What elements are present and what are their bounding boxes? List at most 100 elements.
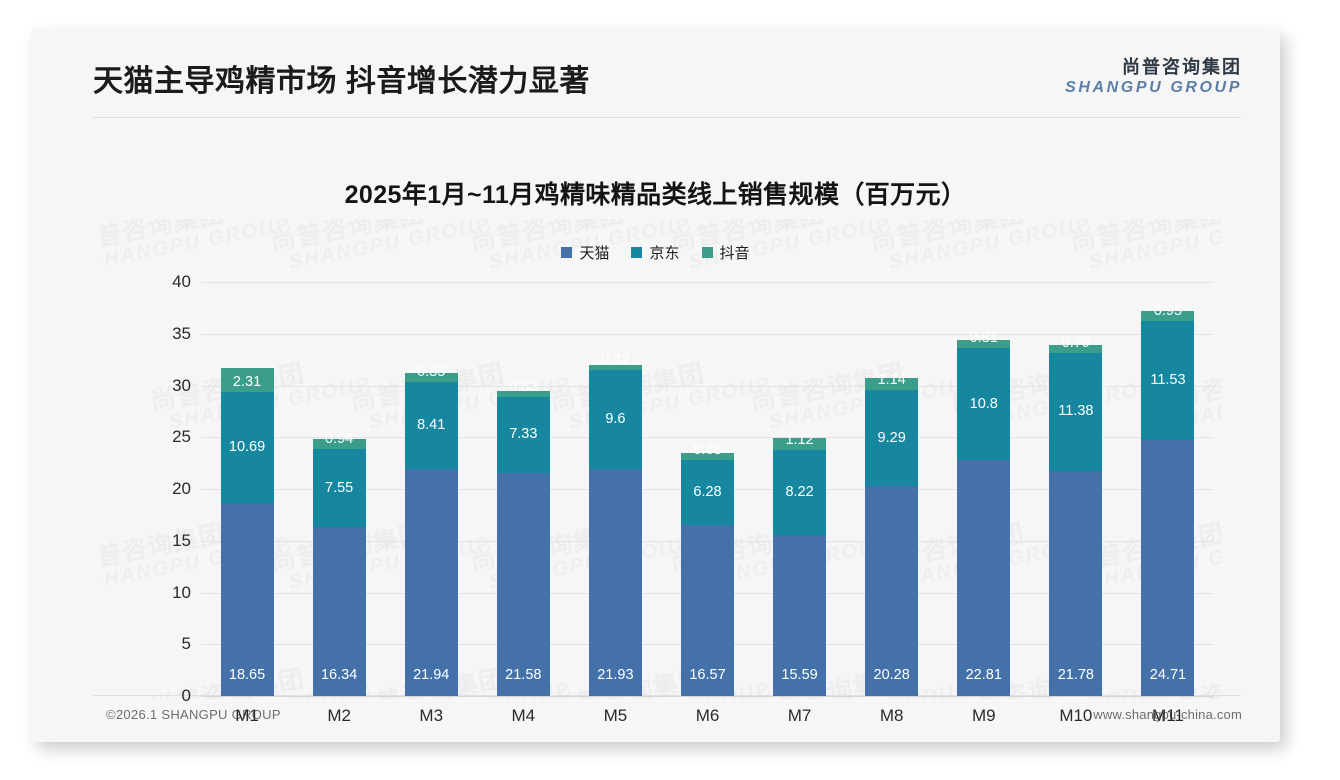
bar-segment[interactable]: 15.59 xyxy=(773,534,827,696)
bar-segment[interactable]: 1.14 xyxy=(865,373,919,390)
bar-value-label: 9.6 xyxy=(605,411,626,428)
bar-segment[interactable]: 10.69 xyxy=(220,392,274,503)
footer-copyright: ©2026.1 SHANGPU GROUP xyxy=(106,707,281,722)
x-axis-tick-label: M10 xyxy=(1059,706,1093,725)
y-axis-tick-label: 35 xyxy=(172,323,191,343)
bar-segment[interactable]: 22.81 xyxy=(957,459,1011,696)
bar-segment[interactable]: 1.12 xyxy=(773,433,827,450)
bar-segment[interactable]: 11.53 xyxy=(1141,320,1195,441)
legend-item-1[interactable]: 天猫 xyxy=(561,242,609,263)
x-axis-tick-label: M7 xyxy=(787,706,812,725)
bar-segment[interactable]: 16.34 xyxy=(312,526,366,696)
bar-segment[interactable]: 21.94 xyxy=(404,468,458,696)
bar-segment[interactable]: 18.65 xyxy=(220,502,274,696)
x-axis-tick-label: M9 xyxy=(971,706,996,725)
legend-swatch-icon xyxy=(631,247,643,258)
gridline xyxy=(201,282,1214,283)
bar-segment[interactable]: 2.31 xyxy=(220,368,274,393)
bar-value-label: 0.68 xyxy=(693,441,722,458)
bar-group[interactable]: 0.47 9.6 21.93 xyxy=(588,353,642,696)
bar-value-label: 11.38 xyxy=(1058,403,1094,420)
bar-segment[interactable]: 6.28 xyxy=(681,459,734,525)
x-axis-tick-label: M8 xyxy=(879,706,904,725)
x-axis-tick-label: M6 xyxy=(695,706,720,725)
y-axis-tick-label: 15 xyxy=(172,530,191,550)
x-axis-tick-label: M1 xyxy=(235,706,259,725)
bar-segment[interactable]: 24.71 xyxy=(1141,440,1195,696)
bar-group[interactable]: 0.68 6.28 16.57 xyxy=(681,443,734,696)
bar-value-label: 2.31 xyxy=(232,374,262,391)
bar-segment[interactable]: 11.38 xyxy=(1049,352,1103,471)
bar-value-label: 11.53 xyxy=(1150,372,1186,389)
gridline xyxy=(201,437,1214,439)
bar-segment[interactable]: 7.33 xyxy=(496,396,550,473)
bar-value-label: 0.79 xyxy=(1061,334,1090,351)
brand-name-en: SHANGPU GROUP xyxy=(1065,79,1242,96)
bar-group[interactable]: 0.79 11.38 21.78 xyxy=(1049,336,1103,696)
bar-segment[interactable]: 16.57 xyxy=(681,524,734,696)
footer-website: www.shangpu-china.com xyxy=(1093,707,1242,722)
bar-group[interactable]: 0.95 11.53 24.71 xyxy=(1141,304,1195,696)
slide-card: 天猫主导鸡精市场 抖音增长潜力显著 尚普咨询集团 SHANGPU GROUP 2… xyxy=(31,29,1280,742)
bar-group[interactable]: 0.81 10.8 22.81 xyxy=(957,331,1011,696)
bar-segment[interactable]: 20.28 xyxy=(865,486,919,696)
bar-value-label: 24.71 xyxy=(1149,666,1187,683)
bar-segment[interactable]: 0.81 xyxy=(957,331,1011,349)
bar-group[interactable]: 1.12 8.22 15.59 xyxy=(773,433,827,696)
bar-value-label: 0.81 xyxy=(969,330,998,347)
page-title: 天猫主导鸡精市场 抖音增长潜力显著 xyxy=(93,65,590,98)
legend-item-2[interactable]: 京东 xyxy=(631,242,680,263)
bar-value-label: 21.94 xyxy=(413,666,450,683)
y-axis-tick-label: 25 xyxy=(172,427,191,447)
x-axis-tick-label: M5 xyxy=(603,706,628,725)
brand-name-cn: 尚普咨询集团 xyxy=(1122,57,1242,77)
bar-group[interactable]: 0.94 7.55 16.34 xyxy=(312,432,366,696)
bar-segment[interactable]: 0.85 xyxy=(404,365,458,382)
bar-value-label: 16.57 xyxy=(689,666,726,683)
bar-group[interactable]: 1.14 9.29 20.28 xyxy=(865,373,919,696)
gridline xyxy=(201,333,1214,335)
bar-segment[interactable]: 8.22 xyxy=(773,449,827,535)
bar-segment[interactable]: 0.53 xyxy=(496,380,550,397)
gridline xyxy=(201,385,1214,387)
bar-value-label: 0.95 xyxy=(1153,302,1183,319)
bar-segment[interactable]: 0.94 xyxy=(312,432,366,449)
legend-label: 抖音 xyxy=(719,245,750,262)
bar-value-label: 10.8 xyxy=(969,395,998,412)
bar-segment[interactable]: 0.95 xyxy=(1141,304,1195,321)
slide-header: 天猫主导鸡精市场 抖音增长潜力显著 尚普咨询集团 SHANGPU GROUP xyxy=(31,29,1280,118)
bar-group[interactable]: 0.85 8.41 21.94 xyxy=(404,365,458,696)
bar-segment[interactable]: 0.47 xyxy=(588,353,642,370)
bar-value-label: 15.59 xyxy=(781,666,818,683)
chart-legend: 天猫 京东 抖音 xyxy=(31,242,1280,263)
bar-value-label: 20.28 xyxy=(873,666,910,683)
bar-segment[interactable]: 0.68 xyxy=(681,443,734,460)
bar-value-label: 1.12 xyxy=(785,431,814,448)
y-axis-tick-label: 40 xyxy=(172,272,191,291)
bar-segment[interactable]: 9.29 xyxy=(865,389,919,487)
legend-swatch-icon xyxy=(701,247,713,258)
bar-group[interactable]: 2.31 10.69 18.65 xyxy=(220,368,274,696)
bar-segment[interactable]: 7.55 xyxy=(312,448,366,527)
bar-value-label: 7.55 xyxy=(325,479,354,496)
x-axis-tick-label: M4 xyxy=(511,706,536,725)
legend-label: 天猫 xyxy=(579,245,610,262)
bar-segment[interactable]: 21.93 xyxy=(588,469,642,696)
bar-segment[interactable]: 10.8 xyxy=(957,348,1011,460)
y-axis-tick-label: 5 xyxy=(181,634,191,654)
bar-group[interactable]: 0.53 7.33 21.58 xyxy=(496,380,550,696)
bar-value-label: 0.94 xyxy=(325,430,354,447)
bar-segment[interactable]: 21.78 xyxy=(1049,470,1103,696)
bar-value-label: 8.41 xyxy=(417,417,446,434)
bar-value-label: 9.29 xyxy=(877,429,906,446)
brand-logo: 尚普咨询集团 SHANGPU GROUP xyxy=(1065,58,1242,96)
x-axis-tick-label: M11 xyxy=(1152,706,1184,725)
bar-segment[interactable]: 0.79 xyxy=(1049,336,1103,353)
legend-item-3[interactable]: 抖音 xyxy=(701,242,750,263)
bar-value-label: 8.22 xyxy=(785,483,814,500)
bar-segment[interactable]: 9.6 xyxy=(588,369,642,470)
bar-series-container: 2.31 10.69 18.65 0.94 7.55 16.34 0.85 8.41 21.94… xyxy=(201,282,1214,696)
legend-label: 京东 xyxy=(649,245,680,262)
bar-segment[interactable]: 8.41 xyxy=(404,381,458,469)
bar-segment[interactable]: 21.58 xyxy=(496,472,550,696)
